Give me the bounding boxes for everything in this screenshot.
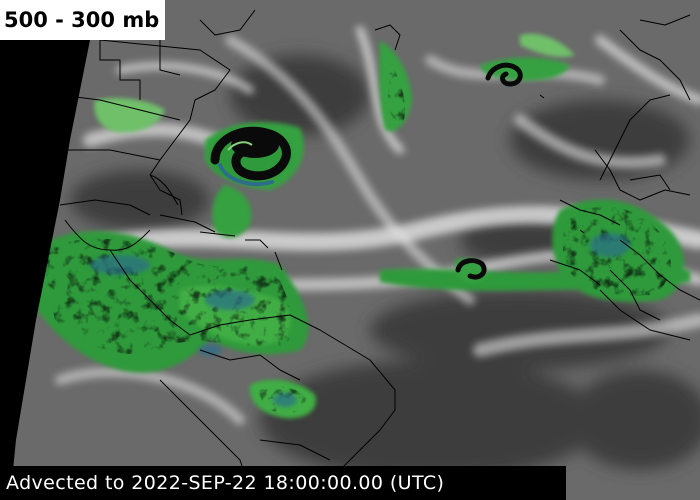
coastlines (59, 9, 700, 491)
hurricane-swirl (208, 126, 292, 186)
minor-swirls (455, 62, 523, 280)
level-title: 500 - 300 mb (0, 0, 166, 40)
deep-blue-tints (90, 233, 630, 407)
valid-time-caption: Advected to 2022-SEP-22 18:00:00.00 (UTC… (0, 466, 566, 500)
disk-edge (0, 0, 95, 500)
